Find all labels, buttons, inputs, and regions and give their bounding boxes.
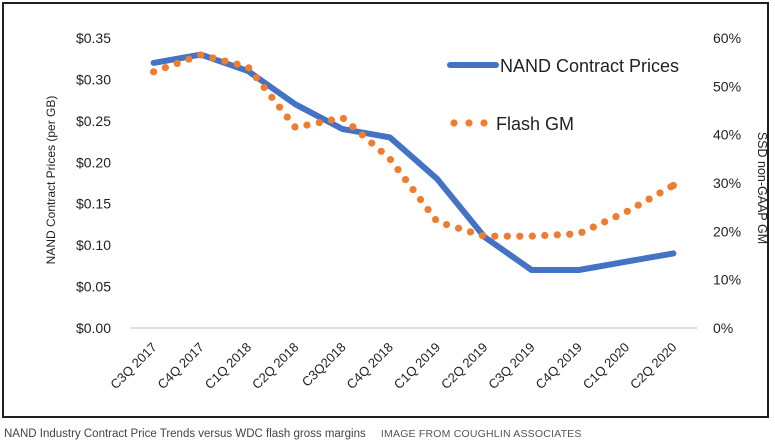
nand-price-point: [434, 176, 440, 182]
flash-gm-dot: [541, 231, 549, 240]
flash-gm-dot: [409, 186, 417, 194]
flash-gm-dot: [291, 123, 299, 131]
flash-gm-dot: [656, 189, 664, 197]
flash-gm-dot: [260, 83, 268, 92]
y-tick-label: $0.05: [76, 279, 111, 295]
flash-gm-dot: [401, 176, 410, 184]
image-credit: IMAGE FROM COUGHLIN ASSOCIATES: [380, 428, 582, 440]
caption-text: NAND Industry Contract Price Trends vers…: [4, 428, 366, 440]
x-tick-label: C2Q 2018: [249, 340, 302, 393]
x-tick-label: C2Q 2020: [627, 340, 680, 393]
y-tick-label: $0.25: [76, 113, 111, 129]
x-tick-label: C4Q 2019: [532, 340, 585, 393]
flash-gm-dot: [386, 156, 395, 164]
y2-tick-label: 0%: [713, 320, 733, 336]
flash-gm-dot: [161, 64, 169, 72]
flash-gm-dot: [623, 207, 631, 215]
y2-tick-label: 20%: [713, 223, 741, 239]
flash-gm-dot: [197, 51, 205, 59]
y2-axis-title: SSD non-GAAP GM: [755, 132, 767, 244]
legend-swatch-flash-gm: [450, 119, 458, 127]
chart-frame: $0.00 $0.05 $0.10 $0.15 $0.20 $0.25 $0.30 $0.35…: [2, 2, 769, 418]
y2-tick-label: 40%: [713, 127, 741, 143]
flash-gm-dot: [315, 118, 323, 127]
y-tick-label: $0.30: [76, 71, 111, 87]
flash-gm-dot: [173, 59, 181, 68]
x-tick-label: C3Q 2019: [485, 340, 538, 393]
flash-gm-dot: [601, 218, 609, 226]
flash-gm-dot: [233, 60, 241, 68]
y-tick-label: $0.15: [76, 196, 111, 212]
flash-gm-dot: [578, 228, 586, 236]
flash-gm-dot: [221, 57, 229, 65]
x-tick-label: C4Q 2018: [343, 340, 396, 393]
x-tick-label: C4Q 2017: [154, 340, 207, 393]
flash-gm-dot: [516, 232, 524, 240]
nand-price-point: [340, 126, 346, 132]
flash-gm-dot: [634, 201, 642, 209]
flash-gm-dot: [209, 54, 217, 62]
flash-gm-dot: [150, 68, 158, 76]
nand-price-point: [623, 259, 629, 265]
flash-gm-dot: [275, 103, 284, 111]
x-tick-label: C1Q 2020: [580, 340, 633, 393]
flash-gm-dot: [252, 74, 261, 82]
flash-gm-dot: [612, 213, 620, 221]
y-axis-title: NAND Contract Prices (per GB): [44, 96, 58, 265]
flash-gm-dot: [327, 116, 336, 124]
flash-gm-dot: [645, 195, 653, 203]
flash-gm-dot: [268, 93, 276, 101]
nand-price-point: [387, 134, 393, 141]
flash-gm-dot: [339, 114, 348, 123]
flash-gm-dot: [503, 232, 511, 240]
flash-gm-dot: [349, 123, 357, 131]
flash-gm-dot: [454, 224, 463, 232]
legend-swatch-flash-gm: [480, 119, 488, 127]
x-tick-label: C3Q2018: [299, 340, 349, 390]
flash-gm-dot: [303, 121, 311, 129]
y-tick-label: $0.10: [76, 237, 111, 253]
y2-tick-label: 50%: [713, 78, 741, 94]
flash-gm-dot: [442, 220, 451, 229]
nand-price-line: [150, 51, 677, 273]
flash-gm-dot: [377, 147, 385, 155]
y2-tick-label: 30%: [713, 175, 741, 191]
y-tick-label: $0.20: [76, 154, 111, 170]
flash-gm-dot: [394, 166, 402, 174]
nand-price-point: [670, 250, 676, 257]
nand-price-point: [576, 267, 582, 273]
flash-gm-dot: [466, 228, 475, 236]
x-tick-label: C3Q 2017: [107, 340, 160, 393]
flash-gm-dot: [589, 223, 597, 231]
nand-price-point: [292, 101, 298, 107]
x-tick-label: C1Q 2019: [391, 340, 444, 393]
figure-caption: NAND Industry Contract Price Trends vers…: [4, 428, 582, 440]
y-tick-label: $0.00: [76, 320, 111, 336]
y2-tick-label: 60%: [713, 30, 741, 46]
flash-gm-dot: [528, 232, 536, 240]
flash-gm-dot: [358, 131, 366, 139]
flash-gm-dot: [185, 55, 193, 63]
nand-price-chart: $0.00 $0.05 $0.10 $0.15 $0.20 $0.25 $0.30 $0.35…: [44, 30, 767, 393]
flash-gm-dot: [283, 113, 291, 121]
x-tick-label: C1Q 2018: [202, 340, 255, 393]
flash-gm-dot: [491, 232, 499, 240]
flash-gm-dot: [669, 181, 677, 190]
legend-label: NAND Contract Prices: [500, 56, 679, 76]
flash-gm-dot: [245, 64, 253, 72]
flash-gm-dot: [424, 205, 432, 214]
y-tick-label: $0.35: [76, 30, 111, 46]
flash-gm-dot: [431, 215, 440, 224]
nand-price-point: [529, 267, 535, 273]
flash-gm-dot: [553, 231, 561, 239]
legend-label: Flash GM: [496, 114, 574, 134]
flash-gm-dot: [416, 195, 425, 204]
x-tick-label: C2Q 2019: [438, 340, 491, 393]
legend-swatch-flash-gm: [465, 119, 473, 127]
flash-gm-dot: [368, 139, 376, 147]
flash-gm-dot: [478, 231, 487, 240]
nand-price-point: [151, 60, 157, 66]
flash-gm-dot: [566, 230, 574, 238]
y2-tick-label: 10%: [713, 272, 741, 288]
